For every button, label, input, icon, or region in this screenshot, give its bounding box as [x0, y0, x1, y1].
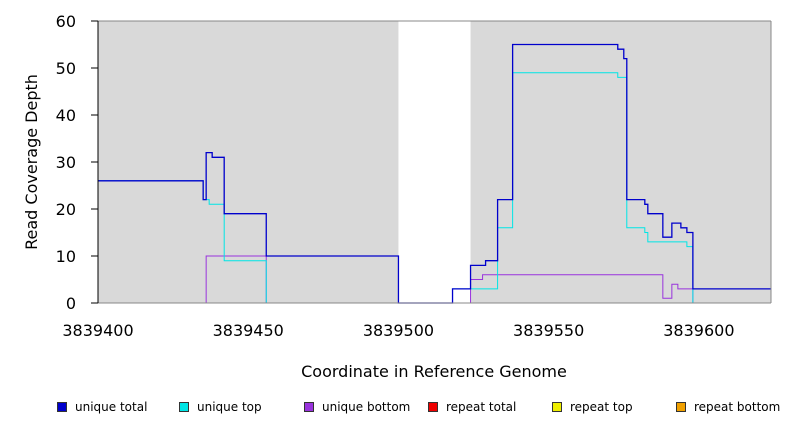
series-line-unique-bottom	[98, 255, 771, 304]
legend-swatch	[428, 402, 438, 412]
x-tick-label: 3839550	[513, 321, 584, 340]
legend-item: unique total	[57, 400, 147, 414]
y-tick-label: 30	[56, 153, 76, 172]
y-tick-label: 50	[56, 59, 76, 78]
y-tick-label: 20	[56, 200, 76, 219]
x-tick-label: 3839600	[663, 321, 734, 340]
legend: unique total unique top unique bottom repea…	[0, 400, 792, 420]
y-tick-label: 0	[66, 294, 76, 313]
legend-item: unique top	[179, 400, 262, 414]
coverage-plot: 0 10 20 30 40 50 60 3839400 3839450 3839500 383955…	[22, 12, 772, 381]
x-axis-label: Coordinate in Reference Genome	[301, 362, 567, 381]
x-tick-label: 3839400	[62, 321, 133, 340]
shaded-region-2	[470, 21, 771, 303]
legend-item: unique bottom	[304, 400, 410, 414]
legend-swatch	[179, 402, 189, 412]
legend-item: repeat top	[552, 400, 633, 414]
series-line-unique-total	[98, 43, 771, 304]
legend-label: repeat bottom	[694, 400, 781, 414]
y-tick-label: 60	[56, 12, 76, 31]
shaded-regions	[98, 21, 771, 303]
x-tick-label: 3839450	[213, 321, 284, 340]
y-tick-label: 10	[56, 247, 76, 266]
legend-label: unique top	[197, 400, 262, 414]
legend-label: repeat total	[446, 400, 517, 414]
axes: 0 10 20 30 40 50 60 3839400 3839450 3839500 383955…	[56, 12, 772, 340]
y-axis-label: Read Coverage Depth	[22, 74, 41, 250]
legend-swatch	[57, 402, 67, 412]
y-tick-label: 40	[56, 106, 76, 125]
legend-swatch	[552, 402, 562, 412]
legend-item: repeat total	[428, 400, 516, 414]
legend-label: unique total	[75, 400, 148, 414]
legend-swatch	[304, 402, 314, 412]
legend-swatch	[676, 402, 686, 412]
legend-label: unique bottom	[322, 400, 411, 414]
x-tick-label: 3839500	[363, 321, 434, 340]
legend-item: repeat bottom	[676, 400, 780, 414]
legend-label: repeat top	[570, 400, 633, 414]
